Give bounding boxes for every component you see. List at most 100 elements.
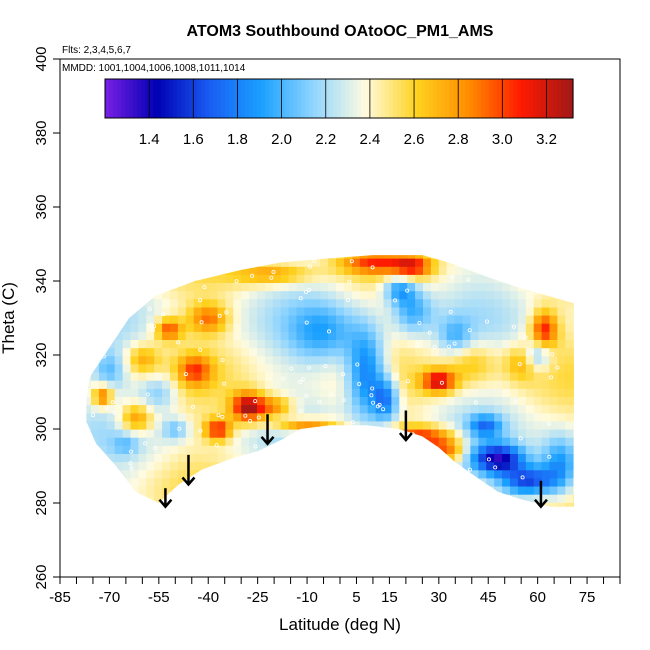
colorbar-tick-label: 1.8 [227,131,248,148]
field-cell [344,298,353,308]
field-cell [241,331,250,340]
field-cell [430,258,440,267]
field-cell [430,266,440,275]
field-cell [280,274,290,283]
x-tick-label: -85 [49,589,71,606]
field-cell [336,486,345,495]
field-cell [533,355,543,365]
field-cell [533,331,543,340]
field-cell [170,355,179,365]
field-cell [280,453,290,463]
field-cell [328,420,337,430]
field-cell [470,323,479,332]
field-cell [264,255,274,259]
field-cell [391,412,400,422]
sample-marker [307,365,312,370]
field-cell [201,420,211,430]
field-cell [415,323,424,332]
field-cell [423,266,432,275]
field-cell [257,339,266,349]
field-cell [264,347,274,357]
field-cell [510,282,519,292]
field-cell [312,469,321,479]
field-cell [154,290,163,300]
field-cell [233,258,242,267]
field-cell [565,255,574,259]
field-cell [130,323,139,332]
field-cell [549,494,558,503]
sample-marker [355,362,360,367]
field-cell [430,315,440,324]
field-cell [91,453,100,463]
field-cell [217,420,226,430]
field-cell [423,355,432,365]
field-cell [320,388,329,397]
field-cell [257,420,266,430]
arrow-head [158,498,173,509]
field-cell [486,388,495,397]
field-cell [138,469,147,479]
field-cell [320,306,329,316]
field-cell [549,355,558,365]
field-cell [146,266,155,275]
sample-marker [486,457,491,462]
sample-marker [253,444,258,449]
field-cell [288,258,298,267]
field-cell [98,420,108,430]
field-cell [185,396,195,406]
field-cell [162,315,171,324]
field-cell [264,388,274,397]
field-cell [312,502,321,507]
field-cell [446,404,456,414]
field-cell [272,255,282,259]
field-cell [454,461,464,471]
field-cell [486,331,495,340]
field-cell [233,315,242,324]
field-cell [193,453,203,463]
field-cell [233,306,242,316]
field-cell [549,420,558,430]
field-cell [391,494,400,503]
field-cell [209,494,219,503]
field-cell [170,461,179,471]
field-cell [130,290,139,300]
field-cell [304,494,313,503]
field-cell [217,315,226,324]
field-cell [446,477,456,487]
field-cell [525,396,535,406]
field-cell [454,477,464,487]
field-cell [446,323,456,332]
field-cell [91,486,100,495]
field-cell [478,282,487,292]
field-cell [502,331,511,340]
field-cell [525,502,535,507]
field-cell [280,396,290,406]
field-cell [241,461,250,471]
field-cell [86,315,92,324]
field-cell [415,355,424,365]
field-cell [367,502,377,507]
field-cell [423,255,432,259]
colorbar-segment [265,79,270,118]
sample-marker [250,273,255,278]
sample-marker [432,344,437,349]
field-cell [233,445,242,454]
field-cell [91,347,100,357]
field-cell [351,274,361,283]
sample-marker [161,312,166,317]
field-cell [91,420,100,430]
field-cell [328,453,337,463]
field-cell [486,445,495,454]
field-cell [177,258,187,267]
field-cell [193,396,203,406]
field-cell [217,274,226,283]
sample-marker [313,443,318,448]
field-cell [557,445,566,454]
field-cell [130,274,139,283]
field-cell [264,363,274,373]
colorbar-segment [241,79,246,118]
field-cell [86,306,92,316]
field-cell [193,461,203,471]
field-cell [225,380,234,389]
field-cell [154,412,163,422]
